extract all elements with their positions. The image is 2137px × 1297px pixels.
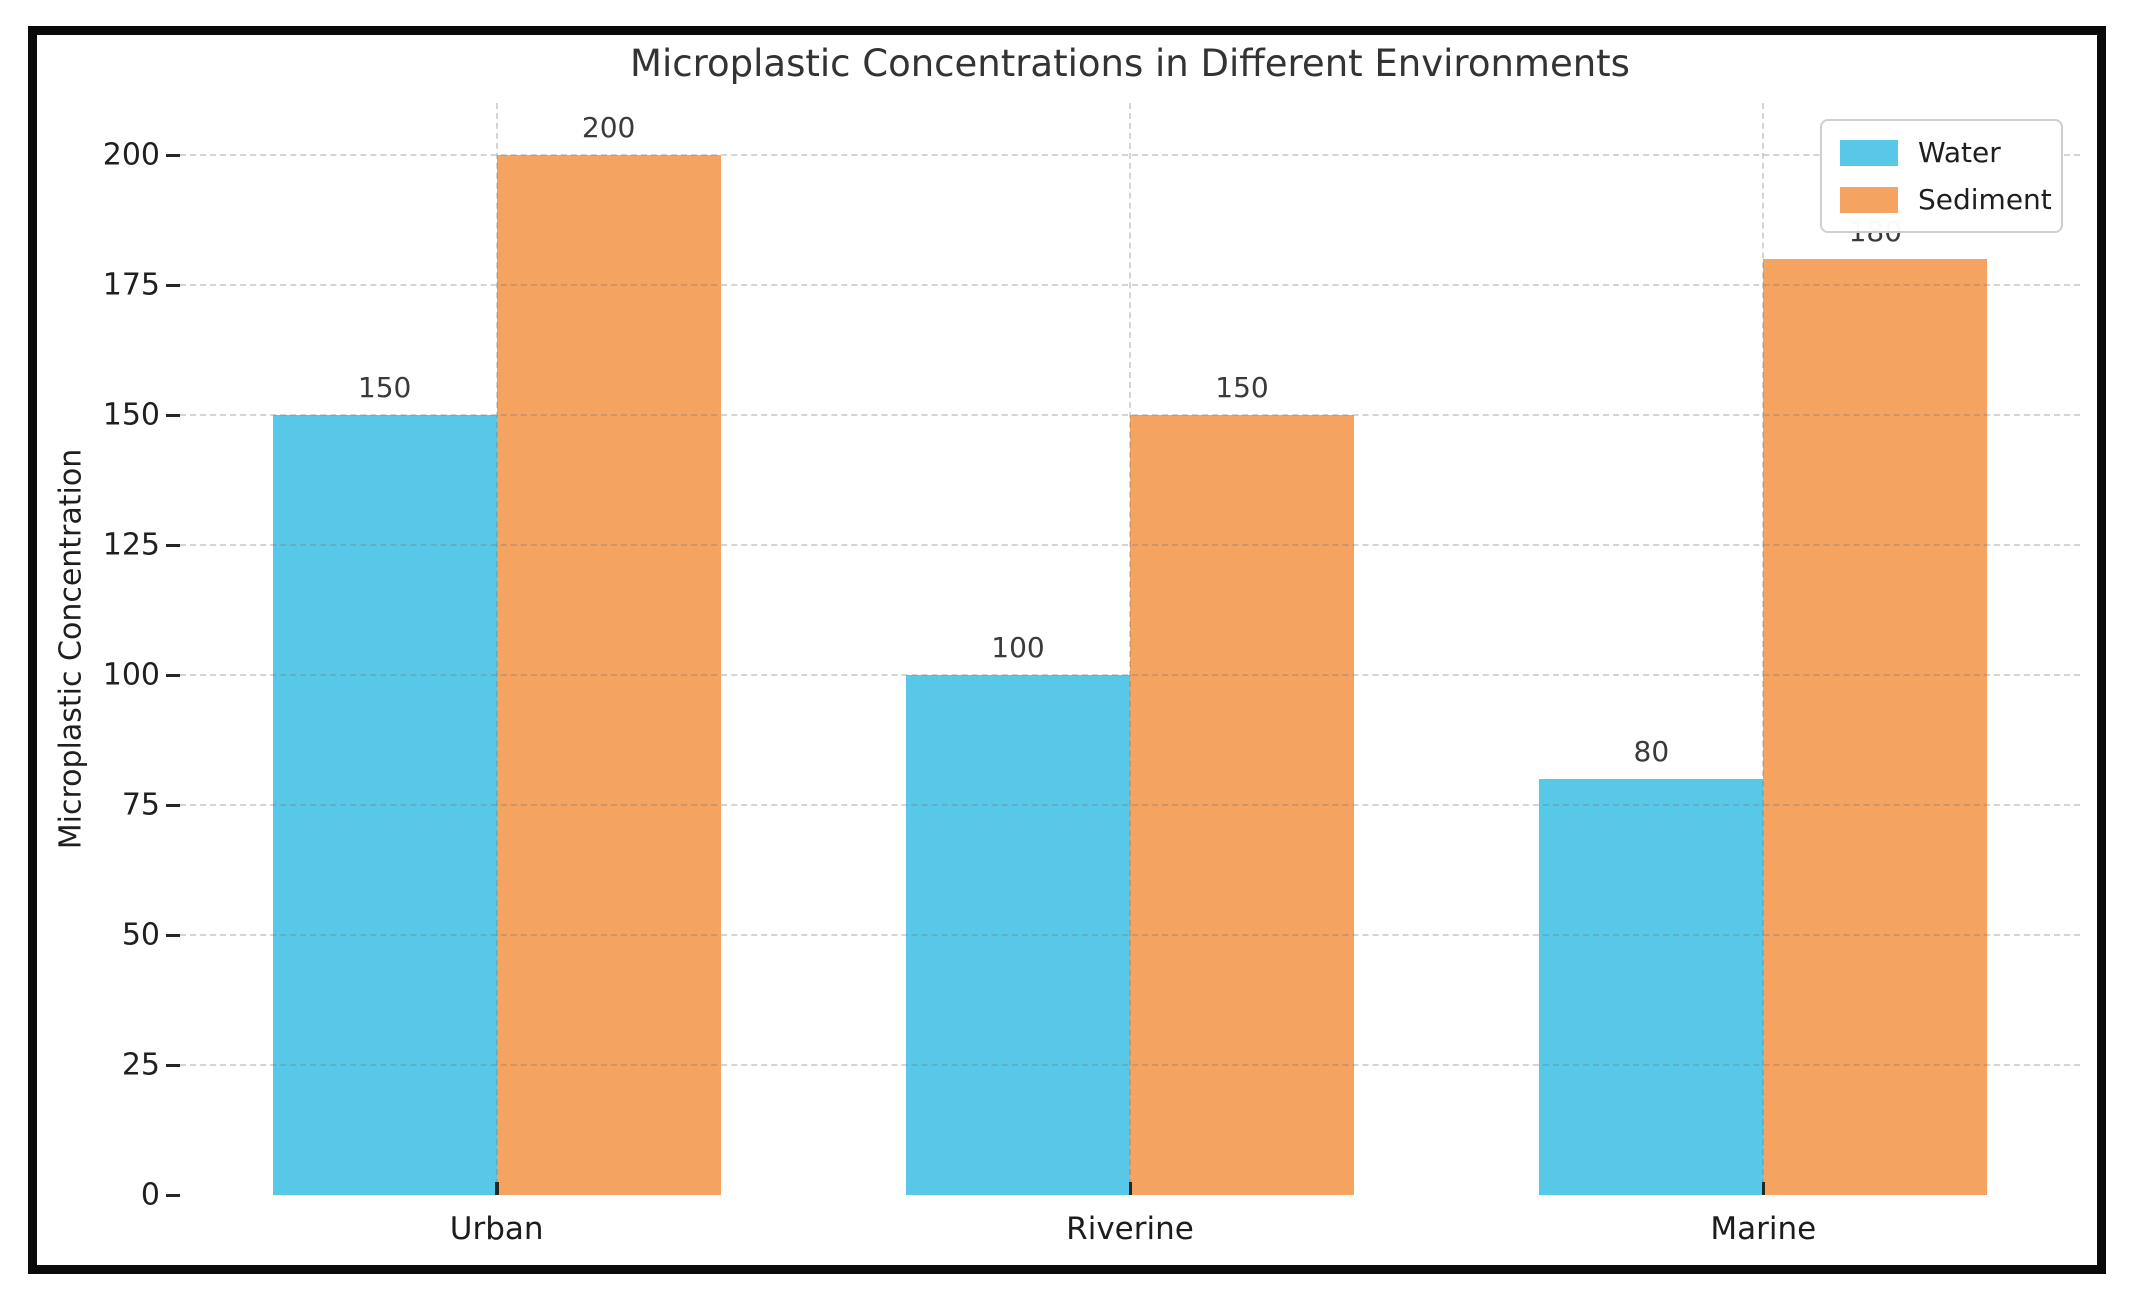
legend-item-water: Water [1840,136,2043,169]
bar-label-urban-sediment: 200 [581,111,636,144]
bar-marine-water [1539,779,1764,1195]
gridline-y-75 [180,804,2080,806]
bar-label-riverine-water: 100 [991,631,1045,664]
legend-swatch-sediment [1840,186,1898,213]
y-tick-label-200: 200 [102,137,160,173]
legend: Water Sediment [1820,119,2063,233]
gridline-y-125 [180,544,2080,546]
x-tick-urban [495,1182,499,1195]
gridline-x-riverine [1129,103,1131,1195]
legend-label-sediment: Sediment [1918,183,2052,216]
bar-label-urban-water: 150 [357,371,412,404]
y-tick-0 [166,1193,180,1197]
bar-marine-sediment [1763,259,1988,1195]
y-tick-25 [166,1063,180,1067]
y-tick-label-0: 0 [140,1177,160,1213]
gridline-y-175 [180,284,2080,286]
y-tick-label-150: 150 [102,397,160,433]
legend-swatch-water [1840,139,1898,166]
x-tick-label-riverine: Riverine [1066,1211,1194,1247]
bar-riverine-water [906,675,1130,1195]
legend-label-water: Water [1918,136,2001,169]
bar-label-marine-water: 80 [1633,735,1670,768]
y-tick-label-25: 25 [121,1047,160,1083]
y-tick-75 [166,803,180,807]
bar-riverine-sediment [1130,415,1354,1195]
bar-urban-sediment [496,155,721,1195]
x-tick-label-marine: Marine [1710,1211,1817,1247]
gridline-y-200 [180,154,2080,156]
y-tick-label-175: 175 [102,267,160,303]
x-tick-label-urban: Urban [449,1211,544,1247]
y-tick-50 [166,933,180,937]
bar-urban-water [272,415,497,1195]
y-tick-label-50: 50 [121,917,160,953]
y-tick-150 [166,413,180,417]
legend-item-sediment: Sediment [1840,183,2052,216]
gridline-x-urban [495,103,498,1195]
gridline-y-25 [180,1064,2080,1066]
chart-title: Microplastic Concentrations in Different… [630,42,1630,85]
gridline-y-100 [180,674,2080,676]
gridline-y-50 [180,934,2080,936]
y-tick-175 [166,283,180,287]
y-tick-125 [166,543,180,547]
gridline-x-marine [1762,103,1765,1195]
gridline-y-150 [180,414,2080,416]
y-tick-100 [166,673,180,677]
x-tick-marine [1761,1182,1766,1195]
y-tick-label-75: 75 [121,787,160,823]
bar-label-riverine-sediment: 150 [1215,371,1269,404]
x-tick-riverine [1128,1182,1132,1195]
y-tick-label-100: 100 [102,657,160,693]
y-tick-200 [166,153,180,157]
y-tick-label-125: 125 [102,527,160,563]
